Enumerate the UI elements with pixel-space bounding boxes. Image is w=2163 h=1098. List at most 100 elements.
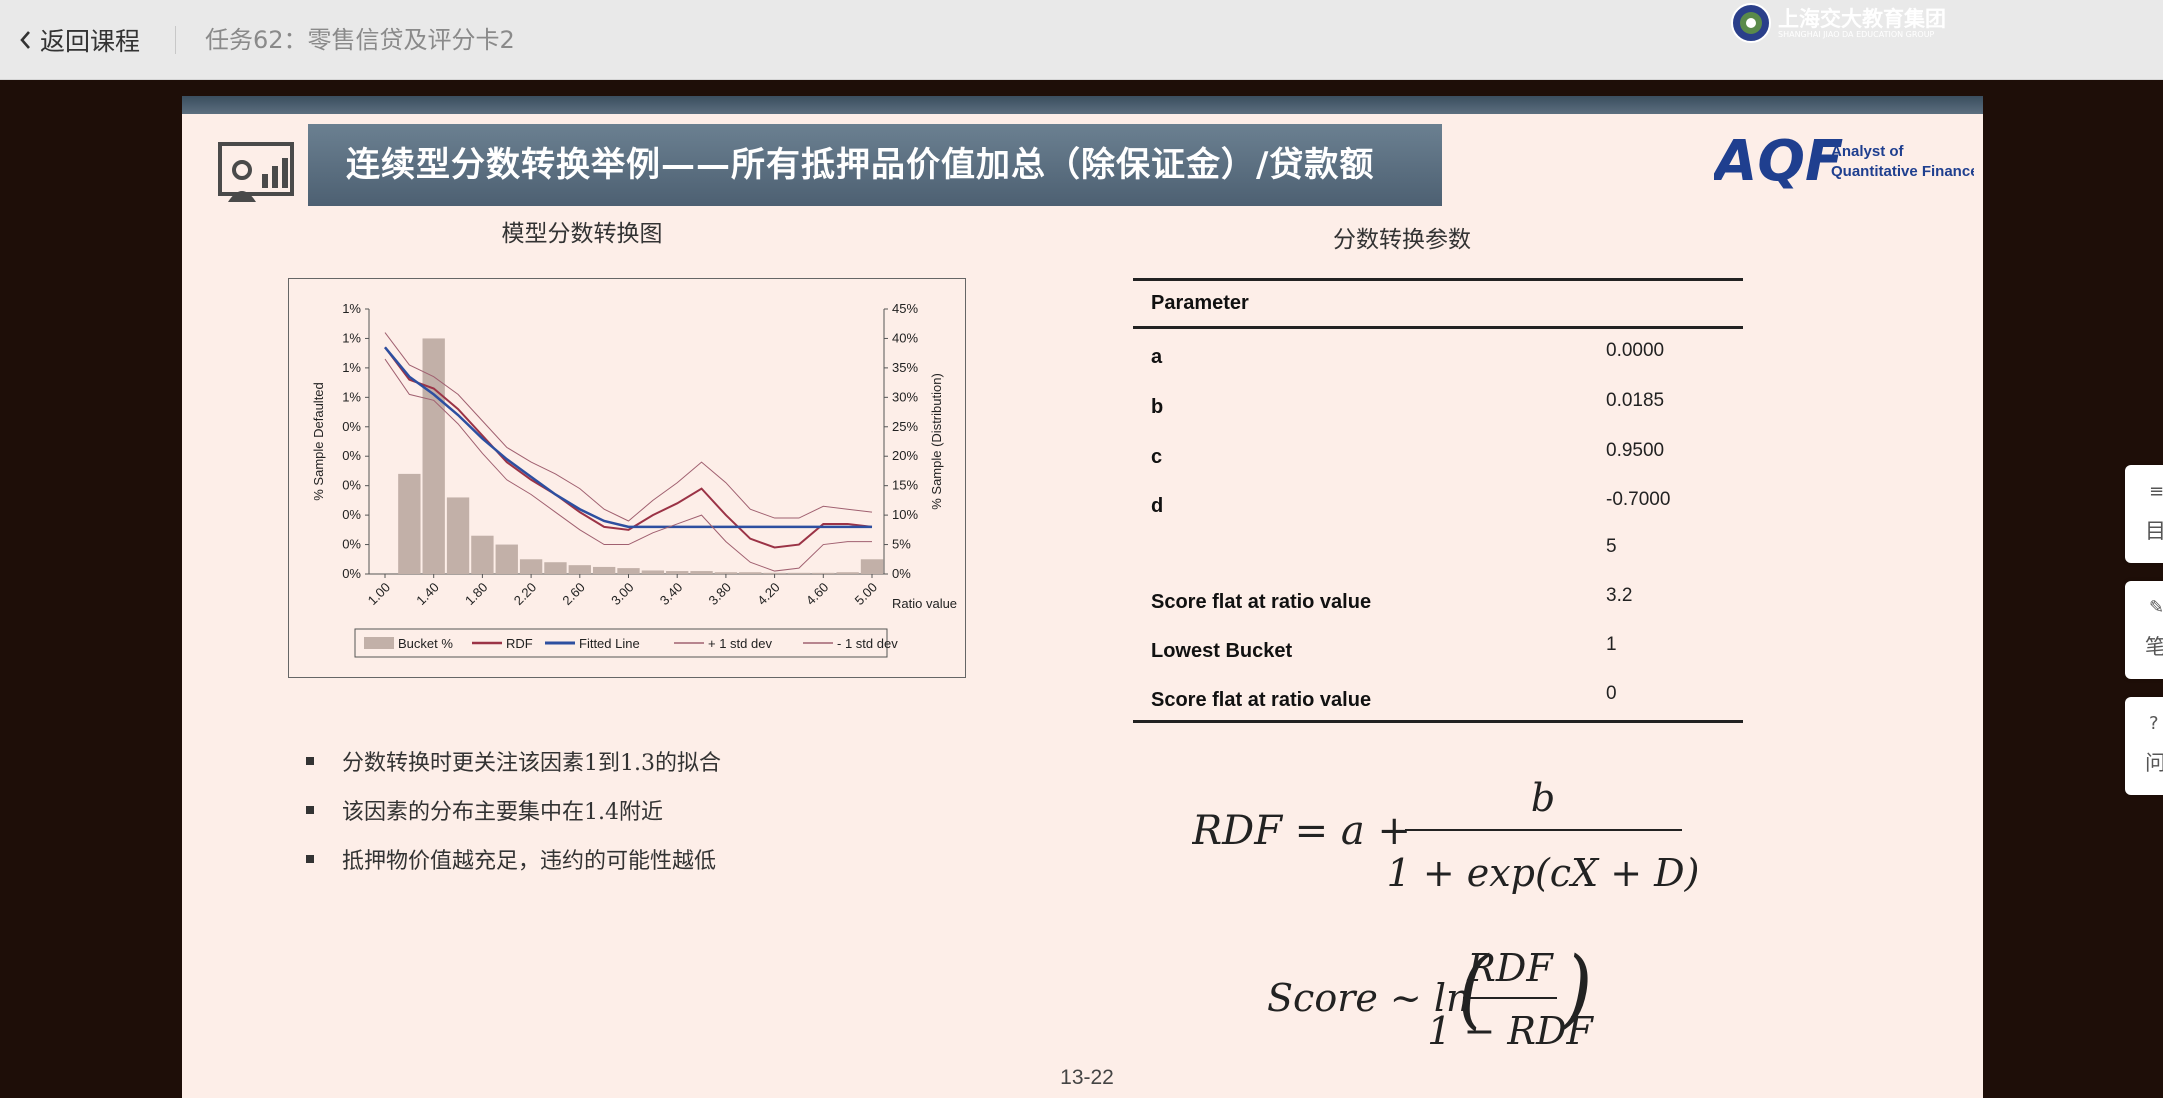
x-tick-label: 2.20 <box>511 580 540 609</box>
bullet-item: 分数转换时更关注该因素1到1.3的拟合 <box>306 736 721 785</box>
x-tick-label: 3.80 <box>706 580 735 609</box>
slide-title: 连续型分数转换举例——所有抵押品价值加总（除保证金）/贷款额 <box>308 124 1442 206</box>
bar-bucket <box>812 572 835 574</box>
legend-bucket: Bucket % <box>398 636 453 651</box>
y-axis-title-left: % Sample Defaulted <box>311 382 326 501</box>
param-value: 0.0185 <box>1606 390 1665 411</box>
bar-bucket <box>422 338 445 574</box>
table-header: Parameter <box>1151 292 1249 314</box>
bullet-item: 该因素的分布主要集中在1.4附近 <box>306 785 721 834</box>
table-row: Score flat at ratio value 0 <box>1133 683 1743 713</box>
sjtu-name: 上海交大教育集团 <box>1778 5 1946 31</box>
param-value: 0.0000 <box>1606 340 1665 361</box>
aqf-logo: AQF Analyst of Quantitative Finance <box>1710 126 1979 196</box>
table-rule <box>1133 720 1743 723</box>
bullet-list: 分数转换时更关注该因素1到1.3的拟合 该因素的分布主要集中在1.4附近 抵押物… <box>306 736 721 883</box>
sjtu-emblem-icon <box>1731 3 1771 43</box>
y-tick-label-left: 1% <box>342 301 361 316</box>
legend-plus-std: + 1 std dev <box>708 636 772 651</box>
x-tick-label: 1.40 <box>413 580 442 609</box>
bar-bucket <box>398 473 421 574</box>
rdf-line <box>384 346 873 549</box>
x-tick-label: 1.80 <box>462 580 491 609</box>
bullet-text: 分数转换时更关注该因素1到1.3的拟合 <box>342 750 721 776</box>
bullet-text: 该因素的分布主要集中在1.4附近 <box>342 799 663 825</box>
x-tick-label: 4.20 <box>754 580 783 609</box>
rdf-formula-denominator: 1 + exp(cX + D) <box>1387 851 1700 895</box>
bar-bucket <box>690 571 713 574</box>
model-score-chart: 0% 0% 0% 0% 0% 0% 1% 1% 1% 1% 0% 5% 10% 15% 20% 25% 30% 3… <box>311 301 957 658</box>
menu-icon: ≡ <box>2149 481 2163 502</box>
y-tick-label-left: 1% <box>342 389 361 404</box>
task-title: 任务62：零售信贷及评分卡2 <box>205 26 515 54</box>
table-title: 分数转换参数 <box>1333 227 1471 253</box>
fitted-line <box>384 346 872 529</box>
score-formula: Score ~ ln ( RDF 1 − RDF ) <box>1267 944 1594 1053</box>
table-row: b 0.0185 <box>1133 390 1743 420</box>
sjtu-subtitle: SHANGHAI JIAO DA EDUCATION GROUP <box>1778 29 1935 39</box>
side-tab-label: 问 <box>2145 751 2163 775</box>
lecture-slide: 连续型分数转换举例——所有抵押品价值加总（除保证金）/贷款额 AQF Analy… <box>182 96 1983 1098</box>
param-name: Score flat at ratio value <box>1151 591 1372 613</box>
top-bar: 返回课程 任务62：零售信贷及评分卡2 <box>0 0 2163 80</box>
legend-rdf: RDF <box>506 636 533 651</box>
legend-frame <box>354 628 888 658</box>
x-tick-label: 1.00 <box>365 580 394 609</box>
y-tick-label-right: 5% <box>892 537 911 552</box>
back-label: 返回课程 <box>40 27 141 56</box>
rdf-formula-numerator: b <box>1531 776 1555 820</box>
y-tick-label-right: 40% <box>892 330 918 345</box>
x-tick-label: 3.40 <box>657 580 686 609</box>
y-tick-label-left: 0% <box>342 537 361 552</box>
rdf-formula: RDF = a + b 1 + exp(cX + D) <box>1192 776 1700 895</box>
table-row: Score flat at ratio value 3.2 <box>1133 585 1743 615</box>
side-tab-questions[interactable]: ? 问 <box>2125 697 2163 795</box>
bar-bucket <box>592 566 616 574</box>
side-tab-label: 笔 <box>2145 635 2163 659</box>
bar-bucket <box>446 497 470 574</box>
sjtu-logo: 上海交大教育集团 SHANGHAI JIAO DA EDUCATION GROU… <box>1730 0 1990 46</box>
y-axis-title-right: % Sample (Distribution) <box>929 373 944 510</box>
divider <box>175 26 176 54</box>
bullet-text: 抵押物价值越充足，违约的可能性越低 <box>342 848 717 874</box>
param-value: -0.7000 <box>1606 489 1671 510</box>
rdf-formula-lhs: RDF = a + <box>1192 808 1411 854</box>
bar-bucket <box>544 562 567 574</box>
bar-bucket <box>836 572 859 574</box>
y-tick-label-right: 25% <box>892 419 918 434</box>
param-value: 5 <box>1606 536 1617 557</box>
bullet-item: 抵押物价值越充足，违约的可能性越低 <box>306 834 721 883</box>
param-value: 3.2 <box>1606 585 1633 606</box>
x-tick-label: 2.60 <box>559 580 588 609</box>
y-tick-label-right: 45% <box>892 301 918 316</box>
bar-bucket <box>666 571 689 574</box>
chevron-left-icon <box>20 31 30 49</box>
table-rule <box>1133 326 1743 329</box>
presenter-icon <box>218 142 294 202</box>
x-tick-label: 4.60 <box>803 580 832 609</box>
chart-title: 模型分数转换图 <box>501 221 663 247</box>
chart-frame: 0% 0% 0% 0% 0% 0% 1% 1% 1% 1% 0% 5% 10% 15% 20% 25% 30% 3… <box>288 278 966 678</box>
x-axis-title: Ratio value <box>892 596 957 611</box>
svg-text:): ) <box>1560 944 1592 1039</box>
score-formula-lhs: Score ~ ln <box>1267 976 1470 1020</box>
side-tab-notes[interactable]: ✎ 笔 <box>2125 581 2163 679</box>
side-tab-catalog[interactable]: ≡ 目 <box>2125 465 2163 563</box>
bar-bucket <box>714 572 738 574</box>
back-to-course-button[interactable]: 返回课程 <box>18 22 140 58</box>
legend-minus-std: - 1 std dev <box>837 636 898 651</box>
bar-bucket <box>641 570 665 574</box>
table-rule <box>1133 278 1743 281</box>
param-name: d <box>1151 495 1164 517</box>
y-tick-label-left: 1% <box>342 360 361 375</box>
param-name: c <box>1151 446 1163 468</box>
y-tick-label-left: 0% <box>342 478 361 493</box>
param-name: Lowest Bucket <box>1151 640 1293 662</box>
score-formula-numerator: RDF <box>1466 946 1554 990</box>
x-tick-label: 5.00 <box>852 580 881 609</box>
y-tick-label-right: 10% <box>892 507 918 522</box>
question-icon: ? <box>2149 713 2159 734</box>
minus-std-line <box>384 358 872 572</box>
bar-bucket <box>860 559 884 574</box>
table-row: c 0.9500 <box>1133 440 1743 470</box>
